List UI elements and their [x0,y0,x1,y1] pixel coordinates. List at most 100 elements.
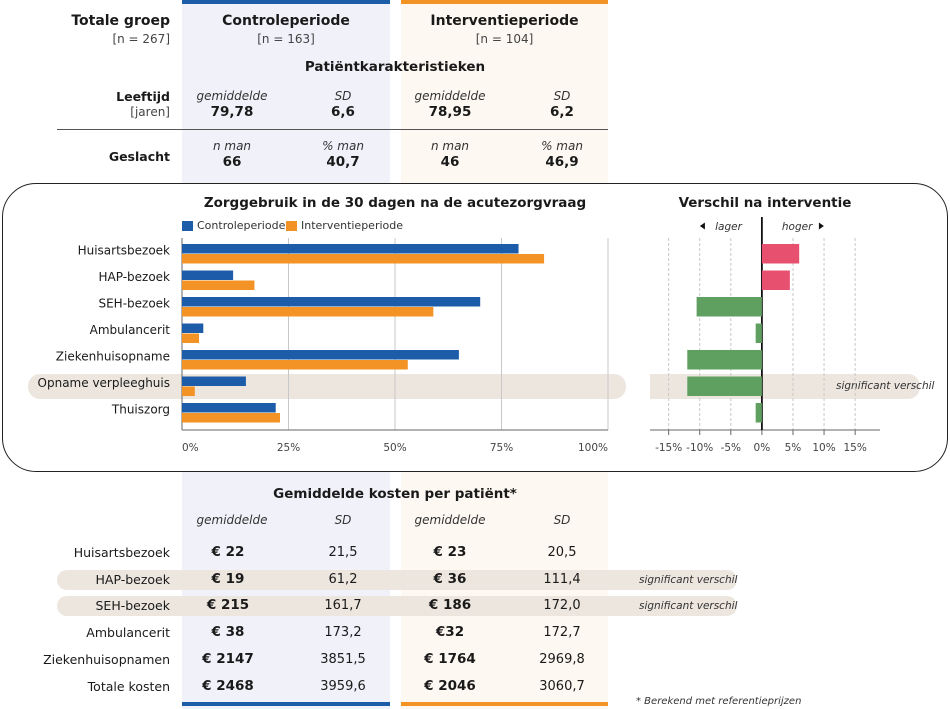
legend-swatch-control [182,221,193,231]
usage-bar [182,270,234,280]
total-group-title: Totale groep [71,13,170,29]
cost-mean-control: € 2147 [202,650,254,667]
cost-mean-intervention: € 23 [433,544,467,560]
diff-tick-label: 15% [843,442,866,454]
age-sd-header-control: SD [334,89,352,103]
diff-bar [687,376,762,396]
legend-label-intervention: Interventieperiode [301,219,404,232]
costs-title: Gemiddelde kosten per patiënt* [273,486,517,502]
diff-tick-label: 10% [812,442,835,454]
higher-label: hoger [782,221,813,233]
sex-pct-intervention: 46,9 [545,154,579,170]
sex-n-intervention: 46 [440,154,460,170]
cost-sd-control: 3959,6 [320,678,366,694]
lower-label: lager [715,221,742,233]
intervention-bottom-bar [401,702,608,706]
usage-bar [182,350,459,360]
sex-n-control: 66 [222,154,242,170]
age-mean-header-intervention: gemiddelde [414,89,486,103]
diff-bar [755,323,762,343]
cost-mean-control: € 2468 [202,677,254,694]
cost-row-label: Ambulancerit [86,625,170,641]
diff-bar [761,270,790,290]
age-mean-control: 79,78 [210,104,254,120]
diff-bar [696,297,762,317]
cost-row-label: HAP-bezoek [95,571,171,587]
cost-sd-intervention: 20,5 [547,545,577,560]
diff-tick-label: 0% [754,442,771,454]
category-label: Ziekenhuisopname [56,350,170,364]
chart-significant-label: significant verschil [836,380,935,392]
diff-bar [761,244,800,264]
cost-mean-control: € 38 [211,624,245,641]
legend-swatch-intervention [286,221,297,231]
usage-bar [182,280,255,290]
characteristics-divider [57,129,608,130]
costs-sd-header-control: SD [334,513,352,527]
control-n: [n = 163] [257,32,315,46]
category-label: Opname verpleeghuis [38,376,170,390]
diff-tick-label: -15% [655,442,682,454]
usage-chart-title: Zorggebruik in de 30 dagen na de acutezo… [203,195,587,211]
intervention-n: [n = 104] [475,32,534,46]
usage-bar [182,244,519,254]
cost-mean-intervention: € 2046 [424,677,476,694]
category-label: Huisartsbezoek [78,244,170,258]
right-arrow-icon [818,222,824,230]
category-label: Thuiszorg [111,403,170,417]
cost-sd-control: 173,2 [324,625,362,641]
diff-bar [687,350,762,370]
significant-row-highlight-left [28,374,626,399]
usage-bar [182,413,280,423]
usage-bar [182,376,246,386]
diff-tick-label: -5% [721,442,741,454]
usage-tick-label: 25% [277,442,300,454]
usage-tick-label: 50% [383,442,406,454]
cost-row-label: SEH-bezoek [95,598,170,614]
cost-mean-intervention: € 36 [433,570,467,587]
age-sd-intervention: 6,2 [550,104,574,120]
category-label: SEH-bezoek [98,297,170,311]
usage-bar [182,307,434,317]
total-group-n: [n = 267] [112,32,170,46]
usage-tick-label: 0% [182,442,199,454]
usage-bar [182,323,204,333]
cost-mean-control: € 22 [211,544,245,560]
cost-significant-label: significant verschil [639,573,738,586]
sex-pct-header-control: % man [322,139,364,153]
cost-mean-intervention: € 186 [428,597,472,614]
category-label: Ambulancerit [90,323,171,337]
cost-sd-control: 61,2 [328,571,358,587]
usage-tick-label: 100% [578,442,608,454]
cost-mean-control: € 215 [206,597,250,614]
cost-sd-intervention: 111,4 [543,571,581,587]
age-unit: [jaren] [130,105,170,119]
cost-sd-control: 3851,5 [320,651,366,667]
usage-bar [182,254,545,264]
sex-label: Geslacht [108,149,170,164]
cost-sd-control: 21,5 [328,545,358,560]
diff-tick-label: 5% [785,442,802,454]
diff-tick-label: -10% [686,442,713,454]
left-arrow-icon [699,222,705,230]
sex-pct-header-intervention: % man [541,139,583,153]
costs-mean-header-intervention: gemiddelde [414,513,486,527]
cost-row-label: Totale kosten [87,678,170,694]
diff-bar [755,403,762,423]
cost-sd-intervention: 3060,7 [539,678,585,694]
cost-mean-intervention: €32 [435,624,465,641]
age-sd-header-intervention: SD [553,89,571,103]
usage-bar [182,360,408,370]
age-mean-intervention: 78,95 [428,104,472,120]
intervention-title: Interventieperiode [430,13,579,29]
cost-sd-intervention: 172,0 [543,598,581,614]
costs-mean-header-control: gemiddelde [196,513,268,527]
significant-cost-row-highlight [57,569,737,590]
cost-sd-intervention: 172,7 [543,625,581,641]
usage-bar [182,333,200,343]
costs-sd-header-intervention: SD [553,513,571,527]
sex-pct-control: 40,7 [326,154,360,170]
legend-label-control: Controleperiode [197,219,286,232]
usage-tick-label: 75% [490,442,513,454]
